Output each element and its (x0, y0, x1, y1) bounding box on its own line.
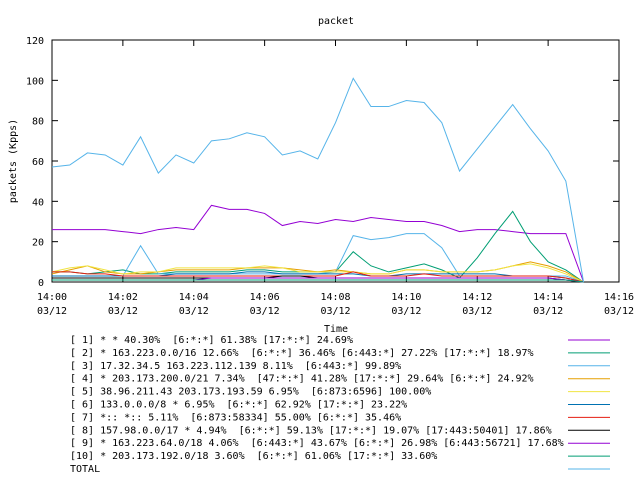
legend-label: [ 5] 38.96.211.43 203.173.193.59 6.95% [… (70, 387, 431, 398)
y-tick-label: 60 (32, 157, 44, 168)
y-tick-label: 100 (26, 76, 44, 87)
series-line (51, 263, 584, 283)
series-line (52, 275, 584, 283)
series-line (52, 279, 584, 283)
x-tick-label-line: 03/12 (391, 306, 421, 317)
x-tick-label-line: 03/12 (250, 306, 280, 317)
legend-label: [ 4] * 203.173.200.0/21 7.34% [47:*:*] 4… (70, 374, 534, 385)
legend-label: [ 6] 133.0.0.0/8 * 6.95% [6:*:*] 62.92% … (70, 400, 407, 411)
x-tick-label: 14:08 03/12 (320, 292, 350, 317)
x-tick-label-line: 14:00 (37, 292, 67, 303)
legend-label: [ 9] * 163.223.64.0/18 4.06% [6:443:*] 4… (70, 438, 564, 449)
x-tick-label-line: 14:02 (108, 292, 138, 303)
x-tick-label-line: 14:04 (179, 292, 209, 303)
legend-label: [ 3] 17.32.34.5 163.223.112.139 8.11% [6… (70, 361, 401, 372)
legend-label: TOTAL (70, 464, 100, 475)
x-tick-label: 14:16 03/12 (604, 292, 634, 317)
legend-label: [ 7] *:: *:: 5.11% [6:873:58334] 55.00% … (70, 412, 401, 423)
x-tick-label: 14:04 03/12 (179, 292, 209, 317)
x-tick-label: 14:02 03/12 (108, 292, 138, 317)
x-tick-label-line: 03/12 (462, 306, 492, 317)
x-tick-label: 14:14 03/12 (533, 292, 563, 317)
y-tick-label: 0 (38, 278, 44, 289)
series-line (52, 271, 584, 283)
x-axis-label: Time (324, 324, 348, 335)
y-tick-label: 80 (32, 117, 44, 128)
legend-label: [ 2] * 163.223.0.0/16 12.66% [6:*:*] 36.… (70, 348, 534, 359)
x-tick-label-line: 14:12 (462, 292, 492, 303)
x-tick-label: 14:00 03/12 (37, 292, 67, 317)
x-tick-label-line: 03/12 (320, 306, 350, 317)
legend-label: [10] * 203.173.192.0/18 3.60% [6:*:*] 61… (70, 451, 437, 462)
series-line (52, 210, 584, 283)
y-tick-label: 20 (32, 238, 44, 249)
legend-label: [ 1] * * 40.30% [6:*:*] 61.38% [17:*:*] … (70, 335, 353, 346)
legend-label: [ 8] 157.98.0.0/17 * 4.94% [6:*:*] 59.13… (70, 425, 552, 436)
x-tick-label: 14:10 03/12 (391, 292, 421, 317)
series-line (51, 77, 585, 283)
y-tick-label: 40 (32, 197, 44, 208)
x-tick-label-line: 03/12 (533, 306, 563, 317)
x-tick-label-line: 03/12 (108, 306, 138, 317)
x-tick-label-line: 03/12 (37, 306, 67, 317)
series-line (52, 271, 584, 283)
x-tick-label-line: 14:08 (320, 292, 350, 303)
x-tick-label-line: 03/12 (604, 306, 634, 317)
x-tick-label-line: 14:10 (391, 292, 421, 303)
x-tick-label: 14:12 03/12 (462, 292, 492, 317)
x-tick-label-line: 03/12 (179, 306, 209, 317)
series-line (52, 204, 585, 283)
x-tick-label-line: 14:06 (250, 292, 280, 303)
y-tick-label: 120 (26, 36, 44, 47)
x-tick-label: 14:06 03/12 (250, 292, 280, 317)
chart-title: packet (318, 16, 354, 27)
x-tick-label-line: 14:14 (533, 292, 563, 303)
y-axis-label: packets (Kpps) (8, 119, 19, 203)
x-tick-label-line: 14:16 (604, 292, 634, 303)
